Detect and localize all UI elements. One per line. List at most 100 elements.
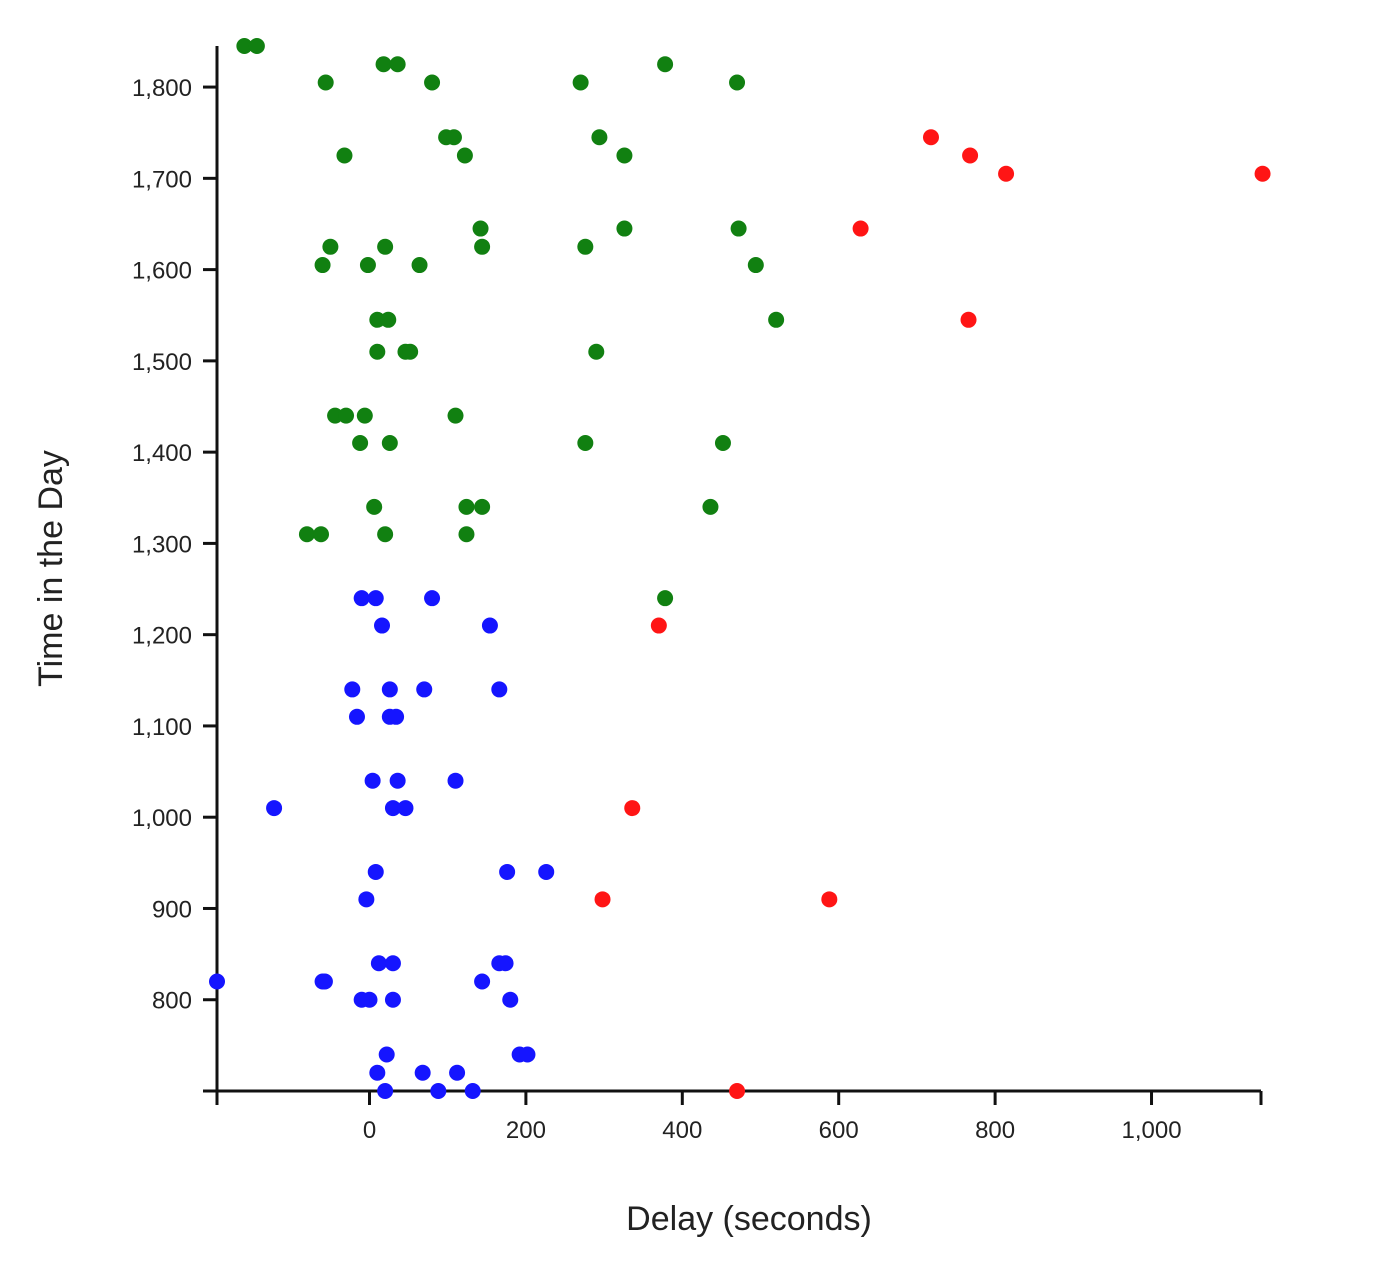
data-point xyxy=(852,220,869,237)
data-point xyxy=(381,435,398,452)
data-point xyxy=(616,220,633,237)
data-point xyxy=(353,590,370,607)
data-point xyxy=(474,973,491,990)
x-axis-title: Delay (seconds) xyxy=(626,1200,872,1238)
data-point xyxy=(236,38,253,54)
y-tick-label: 900 xyxy=(152,896,192,923)
data-point xyxy=(348,708,365,725)
data-point xyxy=(714,435,731,452)
data-point xyxy=(356,407,373,424)
data-point xyxy=(353,991,370,1008)
data-point xyxy=(416,681,433,698)
data-point xyxy=(821,891,838,908)
data-point xyxy=(424,590,441,607)
data-point xyxy=(747,257,764,274)
x-tick-label: 1,000 xyxy=(1121,1117,1181,1144)
data-point xyxy=(377,526,394,543)
data-point xyxy=(397,800,414,817)
y-axis-title: Time in the Day xyxy=(32,450,70,687)
data-point xyxy=(402,343,419,360)
data-point xyxy=(538,863,555,880)
data-point xyxy=(424,74,441,91)
data-point xyxy=(577,435,594,452)
data-point xyxy=(445,129,462,146)
data-point xyxy=(577,238,594,255)
data-point xyxy=(336,147,353,164)
y-tick-label: 1,100 xyxy=(132,714,192,741)
data-point xyxy=(359,257,376,274)
data-point xyxy=(389,56,406,73)
data-point xyxy=(962,147,979,164)
data-point xyxy=(298,526,315,543)
data-point xyxy=(960,311,977,328)
x-tick-label: 800 xyxy=(975,1117,1015,1144)
data-point xyxy=(375,56,392,73)
data-point xyxy=(366,498,383,515)
data-point xyxy=(497,955,514,972)
x-tick-label: 400 xyxy=(662,1117,702,1144)
data-point xyxy=(377,1083,394,1099)
data-point xyxy=(519,1046,536,1063)
data-point xyxy=(370,955,387,972)
data-point xyxy=(430,1083,447,1099)
data-point xyxy=(411,257,428,274)
data-point xyxy=(730,220,747,237)
data-point xyxy=(248,38,265,54)
y-tick-label: 1,200 xyxy=(132,623,192,650)
data-point xyxy=(314,257,331,274)
data-point xyxy=(456,147,473,164)
data-point xyxy=(922,129,939,146)
data-point xyxy=(594,891,611,908)
data-point xyxy=(209,973,225,990)
data-point xyxy=(338,407,355,424)
data-point xyxy=(316,973,333,990)
data-point xyxy=(474,498,491,515)
chart-points xyxy=(209,38,1271,1099)
data-point xyxy=(380,311,397,328)
data-point xyxy=(447,772,464,789)
data-point xyxy=(998,165,1015,182)
data-point xyxy=(313,526,330,543)
data-point xyxy=(464,1083,481,1099)
chart-axes: 0 200 400 600 800 1,000 800 900 1,000 1,100 1,200 1… xyxy=(132,46,1263,1144)
data-point xyxy=(616,147,633,164)
data-point xyxy=(447,407,464,424)
data-point xyxy=(369,343,386,360)
data-point xyxy=(458,526,475,543)
data-point xyxy=(377,238,394,255)
data-point xyxy=(449,1064,466,1081)
data-point xyxy=(384,800,401,817)
data-point xyxy=(389,772,406,789)
data-point xyxy=(367,590,384,607)
data-point xyxy=(650,617,667,634)
data-point xyxy=(344,681,361,698)
data-point xyxy=(364,772,381,789)
data-point xyxy=(384,955,401,972)
y-tick-label: 1,400 xyxy=(132,440,192,467)
data-point xyxy=(458,498,475,515)
x-tick-label: 200 xyxy=(506,1117,546,1144)
data-point xyxy=(367,863,384,880)
data-point xyxy=(572,74,589,91)
y-tick-label: 1,600 xyxy=(132,258,192,285)
data-point xyxy=(352,435,369,452)
x-tick-label: 0 xyxy=(363,1117,376,1144)
data-point xyxy=(381,681,398,698)
data-point xyxy=(499,863,516,880)
data-point xyxy=(657,56,674,73)
data-point xyxy=(768,311,785,328)
data-point xyxy=(384,991,401,1008)
data-point xyxy=(369,311,386,328)
data-point xyxy=(702,498,719,515)
data-point xyxy=(414,1064,431,1081)
data-point xyxy=(358,891,375,908)
data-point xyxy=(327,407,344,424)
data-point xyxy=(624,800,641,817)
data-point xyxy=(729,1083,746,1099)
data-point xyxy=(317,74,334,91)
data-point xyxy=(657,590,674,607)
data-point xyxy=(502,991,519,1008)
x-tick-label: 600 xyxy=(819,1117,859,1144)
y-tick-label: 800 xyxy=(152,988,192,1015)
